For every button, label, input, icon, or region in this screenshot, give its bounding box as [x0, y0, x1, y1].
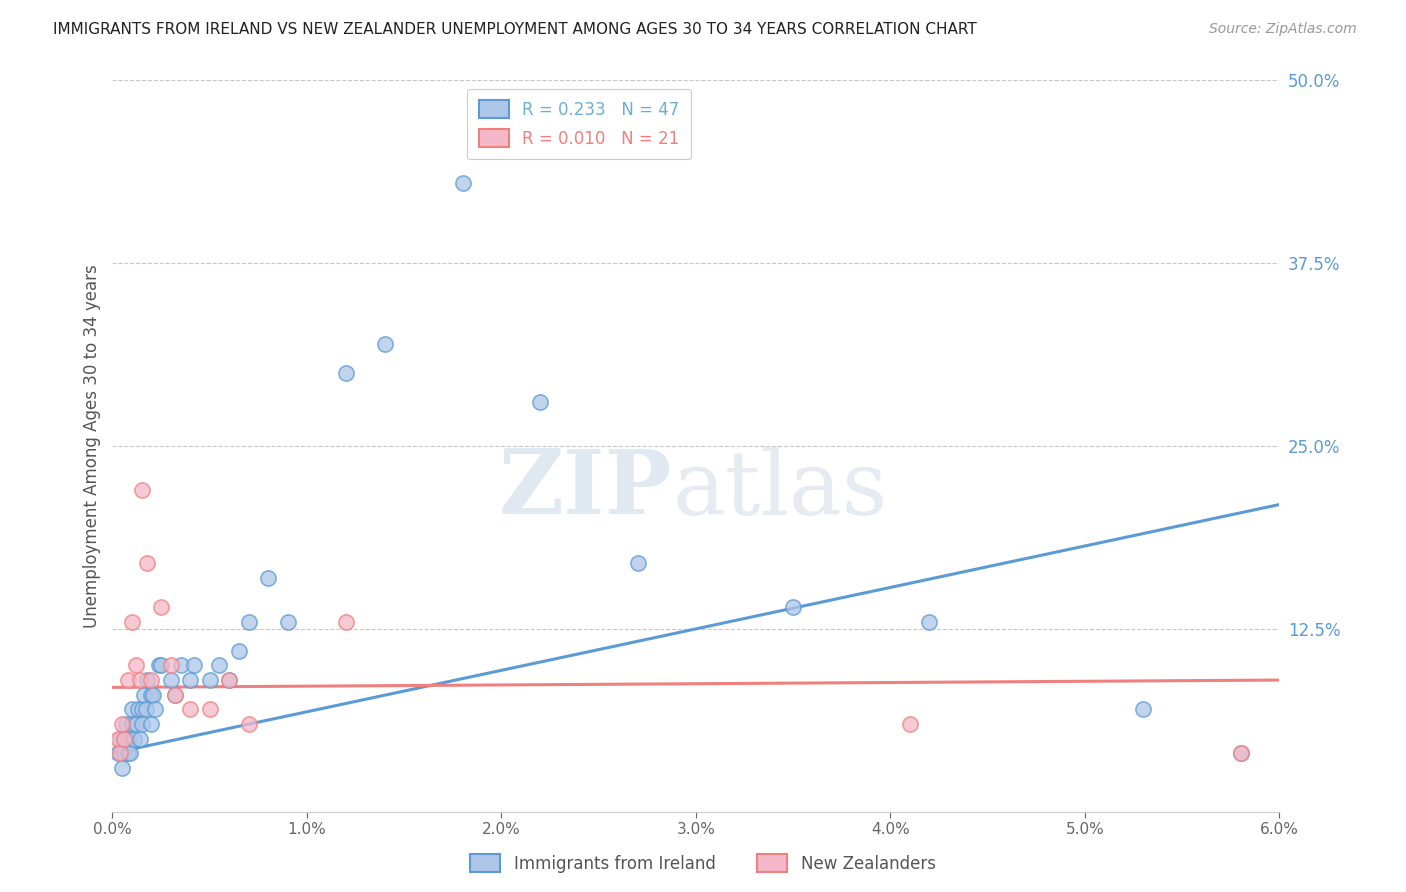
Point	[112, 746, 135, 760]
Point	[238, 615, 260, 629]
Point	[142, 688, 165, 702]
Point	[627, 556, 650, 570]
Point	[228, 644, 250, 658]
Point	[276, 615, 298, 629]
Point	[127, 702, 149, 716]
Point	[118, 746, 141, 760]
Point	[135, 702, 157, 716]
Text: IMMIGRANTS FROM IRELAND VS NEW ZEALANDER UNEMPLOYMENT AMONG AGES 30 TO 34 YEARS : IMMIGRANTS FROM IRELAND VS NEW ZEALANDER…	[53, 22, 977, 37]
Point	[125, 717, 148, 731]
Point	[451, 176, 474, 190]
Text: atlas: atlas	[672, 446, 887, 533]
Point	[257, 571, 280, 585]
Point	[112, 731, 135, 746]
Point	[115, 717, 138, 731]
Point	[1229, 746, 1251, 760]
Point	[132, 688, 155, 702]
Point	[183, 658, 205, 673]
Point	[335, 615, 357, 629]
Point	[179, 702, 201, 716]
Y-axis label: Unemployment Among Ages 30 to 34 years: Unemployment Among Ages 30 to 34 years	[83, 264, 101, 628]
Point	[122, 731, 145, 746]
Point	[782, 599, 804, 614]
Point	[163, 688, 186, 702]
Point	[117, 746, 139, 760]
Point	[110, 731, 132, 746]
Point	[117, 731, 139, 746]
Text: ZIP: ZIP	[499, 446, 672, 533]
Point	[141, 673, 163, 687]
Point	[107, 746, 129, 760]
Point	[117, 673, 139, 687]
Point	[141, 717, 163, 731]
Point	[335, 366, 357, 380]
Point	[529, 395, 551, 409]
Point	[143, 702, 166, 716]
Point	[131, 702, 153, 716]
Point	[136, 673, 159, 687]
Point	[150, 658, 173, 673]
Point	[121, 717, 143, 731]
Legend: R = 0.233   N = 47, R = 0.010   N = 21: R = 0.233 N = 47, R = 0.010 N = 21	[467, 88, 692, 160]
Point	[141, 688, 163, 702]
Point	[131, 483, 153, 497]
Point	[148, 658, 170, 673]
Point	[131, 717, 153, 731]
Point	[169, 658, 191, 673]
Legend: Immigrants from Ireland, New Zealanders: Immigrants from Ireland, New Zealanders	[464, 847, 942, 880]
Point	[121, 702, 143, 716]
Point	[136, 556, 159, 570]
Point	[1132, 702, 1154, 716]
Text: Source: ZipAtlas.com: Source: ZipAtlas.com	[1209, 22, 1357, 37]
Point	[1229, 746, 1251, 760]
Point	[150, 599, 173, 614]
Point	[107, 731, 129, 746]
Point	[218, 673, 240, 687]
Point	[111, 761, 134, 775]
Point	[198, 702, 221, 716]
Point	[112, 731, 135, 746]
Point	[128, 673, 150, 687]
Point	[121, 615, 143, 629]
Point	[218, 673, 240, 687]
Point	[110, 746, 132, 760]
Point	[163, 688, 186, 702]
Point	[918, 615, 941, 629]
Point	[374, 336, 396, 351]
Point	[898, 717, 921, 731]
Point	[160, 673, 183, 687]
Point	[125, 658, 148, 673]
Point	[179, 673, 201, 687]
Point	[198, 673, 221, 687]
Point	[128, 731, 150, 746]
Point	[160, 658, 183, 673]
Point	[238, 717, 260, 731]
Point	[208, 658, 231, 673]
Point	[111, 717, 134, 731]
